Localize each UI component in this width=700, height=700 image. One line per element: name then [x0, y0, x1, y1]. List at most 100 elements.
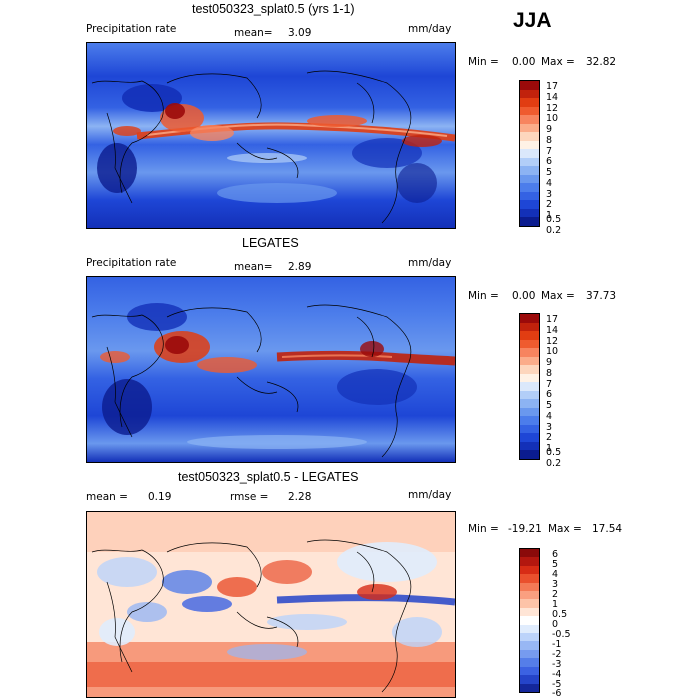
colorbar-swatch: [520, 174, 539, 184]
panel3-max-value: 17.54: [592, 523, 623, 535]
colorbar-tick-label: 7: [546, 379, 553, 390]
colorbar-swatch: [520, 356, 539, 366]
colorbar-tick-label: 5: [546, 400, 553, 411]
colorbar-swatch: [520, 183, 539, 192]
colorbar-swatch: [520, 89, 539, 99]
colorbar-swatch: [520, 339, 539, 349]
panel2-min-value: 0.00: [512, 290, 536, 302]
colorbar-swatch: [520, 382, 539, 391]
panel2-min-label: Min =: [468, 290, 499, 302]
colorbar-swatch: [520, 399, 539, 408]
colorbar-swatch: [520, 599, 539, 608]
panel3-title: test050323_splat0.5 - LEGATES: [178, 470, 359, 484]
panel2-mean-label: mean=: [234, 261, 273, 273]
colorbar-tick-label: 12: [546, 336, 559, 347]
colorbar-tick-label: 17: [546, 314, 559, 325]
colorbar-swatch: [520, 633, 539, 642]
panel1-map: [86, 42, 456, 229]
colorbar-swatch: [520, 574, 539, 583]
colorbar-tick-label: 0.2: [546, 458, 562, 469]
colorbar-tick-label: 7: [546, 146, 553, 157]
panel1-variable-label: Precipitation rate: [86, 23, 177, 35]
colorbar-swatch: [520, 314, 539, 323]
colorbar-tick-label: -0.5: [552, 629, 571, 640]
colorbar-swatch: [520, 666, 539, 676]
panel3-mean-value: 0.19: [148, 491, 172, 503]
colorbar-swatch: [520, 565, 539, 575]
colorbar-swatch: [520, 433, 539, 442]
colorbar-swatch: [520, 416, 539, 425]
colorbar-swatch: [520, 675, 539, 684]
colorbar-swatch: [520, 390, 539, 400]
colorbar-swatch: [520, 557, 539, 566]
panel3-mean-label: mean =: [86, 491, 128, 503]
panel1-min-label: Min =: [468, 56, 499, 68]
colorbar-tick-label: 4: [552, 569, 559, 580]
panel3-min-label: Min =: [468, 523, 499, 535]
panel3-rmse-value: 2.28: [288, 491, 312, 503]
colorbar-tick-label: 12: [546, 103, 559, 114]
colorbar-tick-label: 14: [546, 325, 559, 336]
colorbar-swatch: [520, 98, 539, 107]
season-label: JJA: [513, 9, 552, 32]
panel2-mean-value: 2.89: [288, 261, 312, 273]
colorbar-tick-label: -4: [552, 669, 562, 680]
colorbar-swatch: [520, 200, 539, 209]
colorbar-tick-label: 0: [552, 619, 559, 630]
panel2-colorbar: [519, 313, 540, 460]
panel3-rmse-label: rmse =: [230, 491, 269, 503]
colorbar-swatch: [520, 132, 539, 141]
colorbar-swatch: [520, 424, 539, 434]
colorbar-swatch: [520, 115, 539, 124]
panel3-colorbar: [519, 548, 540, 693]
colorbar-swatch: [520, 365, 539, 374]
colorbar-swatch: [520, 81, 539, 90]
colorbar-swatch: [520, 616, 539, 625]
colorbar-swatch: [520, 157, 539, 167]
panel2-units: mm/day: [408, 257, 452, 269]
panel2-variable-label: Precipitation rate: [86, 257, 177, 269]
colorbar-tick-label: 2: [546, 432, 553, 443]
colorbar-tick-label: 9: [546, 124, 553, 135]
panel1-title: test050323_splat0.5 (yrs 1-1): [192, 2, 355, 16]
colorbar-tick-label: 14: [546, 92, 559, 103]
colorbar-swatch: [520, 208, 539, 218]
colorbar-tick-label: 6: [546, 389, 553, 400]
colorbar-swatch: [520, 166, 539, 175]
colorbar-swatch: [520, 106, 539, 116]
colorbar-swatch: [520, 407, 539, 417]
colorbar-tick-label: 2: [546, 199, 553, 210]
colorbar-swatch: [520, 191, 539, 201]
colorbar-swatch: [520, 441, 539, 451]
colorbar-tick-label: 5: [546, 167, 553, 178]
colorbar-swatch: [520, 322, 539, 332]
colorbar-tick-label: 0.5: [546, 447, 562, 458]
colorbar-tick-label: 4: [546, 178, 553, 189]
colorbar-swatch: [520, 450, 539, 459]
colorbar-swatch: [520, 658, 539, 667]
panel3-difference-field: [87, 512, 455, 697]
colorbar-swatch: [520, 649, 539, 659]
colorbar-swatch: [520, 582, 539, 592]
colorbar-tick-label: 1: [546, 443, 553, 454]
colorbar-tick-label: -1: [552, 639, 562, 650]
panel1-mean-label: mean=: [234, 27, 273, 39]
colorbar-tick-label: 3: [552, 579, 559, 590]
colorbar-swatch: [520, 140, 539, 150]
colorbar-tick-label: 5: [552, 559, 559, 570]
colorbar-tick-label: 4: [546, 411, 553, 422]
colorbar-tick-label: 8: [546, 368, 553, 379]
panel3-max-label: Max =: [548, 523, 582, 535]
colorbar-tick-label: 0.2: [546, 225, 562, 236]
panel2-max-label: Max =: [541, 290, 575, 302]
panel2-map: [86, 276, 456, 463]
panel3-min-value: -19.21: [508, 523, 542, 535]
colorbar-tick-label: 17: [546, 81, 559, 92]
colorbar-swatch: [520, 373, 539, 383]
colorbar-tick-label: -5: [552, 679, 562, 690]
colorbar-swatch: [520, 149, 539, 158]
panel1-precip-field: [87, 43, 455, 228]
panel1-mean-value: 3.09: [288, 27, 312, 39]
colorbar-tick-label: 6: [552, 549, 559, 560]
panel2-precip-field: [87, 277, 455, 462]
